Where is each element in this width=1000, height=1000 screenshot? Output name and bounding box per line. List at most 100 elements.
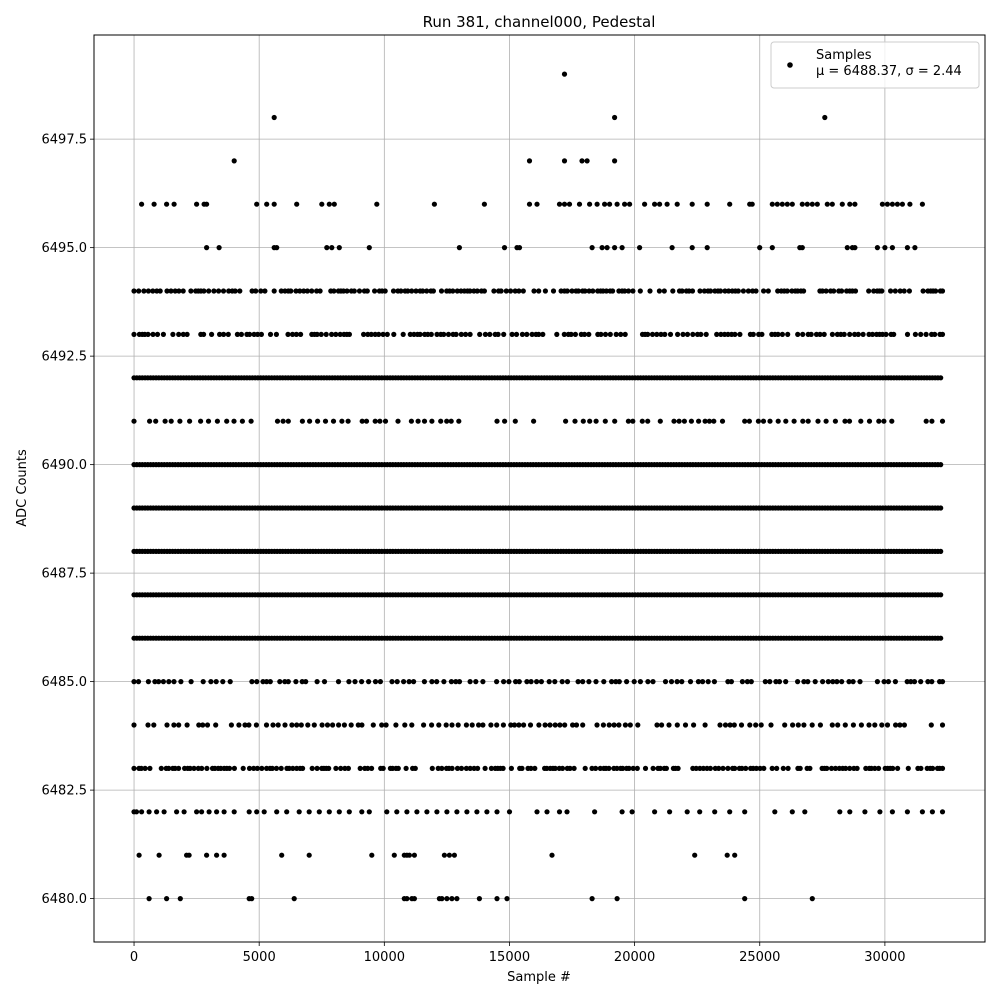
data-point	[938, 635, 944, 641]
data-point	[681, 418, 688, 424]
data-point	[166, 679, 172, 685]
data-point	[801, 679, 807, 685]
data-point	[722, 722, 729, 728]
data-point	[612, 245, 618, 251]
data-point	[939, 679, 946, 685]
data-point	[850, 679, 856, 685]
data-point	[674, 722, 680, 728]
legend: Samples μ = 6488.37, σ = 2.44	[770, 41, 980, 89]
data-point	[488, 722, 494, 728]
data-point	[389, 679, 395, 685]
data-point	[208, 679, 214, 685]
data-point	[449, 896, 455, 902]
data-point	[627, 722, 633, 728]
data-point	[789, 201, 795, 207]
data-point	[503, 288, 509, 294]
data-point	[727, 201, 733, 207]
data-point	[508, 765, 514, 772]
data-point	[504, 896, 510, 902]
data-point	[757, 245, 763, 251]
data-point	[647, 288, 653, 294]
data-point	[267, 331, 274, 337]
data-point	[939, 722, 946, 728]
data-point	[366, 679, 372, 685]
data-point	[704, 245, 710, 251]
chart-title: Run 381, channel000, Pedestal	[423, 13, 656, 31]
data-point	[319, 201, 325, 207]
data-point	[528, 679, 534, 685]
data-point	[939, 418, 946, 424]
data-point	[463, 765, 469, 772]
data-point	[253, 288, 259, 294]
data-point	[705, 679, 711, 685]
data-point	[769, 201, 775, 207]
data-point	[755, 418, 762, 424]
data-point	[401, 679, 407, 685]
data-point	[832, 765, 839, 772]
data-point	[409, 288, 415, 294]
data-point	[395, 765, 401, 772]
data-point	[657, 765, 663, 772]
data-point	[562, 722, 568, 728]
data-point	[402, 722, 408, 728]
data-point	[278, 288, 284, 294]
data-point	[901, 288, 907, 294]
data-point	[439, 896, 445, 902]
data-point	[153, 418, 159, 424]
data-point	[255, 331, 261, 337]
data-point	[269, 765, 275, 772]
data-point	[908, 679, 914, 685]
data-point	[566, 201, 573, 207]
data-point	[145, 722, 151, 728]
data-point	[891, 331, 897, 337]
data-point	[200, 722, 206, 728]
data-point	[344, 288, 350, 294]
data-point	[630, 288, 636, 294]
data-point	[131, 679, 137, 685]
data-point	[377, 679, 383, 685]
data-point	[876, 418, 882, 424]
data-point	[610, 288, 616, 294]
data-point	[261, 809, 267, 815]
data-point	[217, 331, 223, 337]
data-point	[448, 418, 454, 424]
data-point	[933, 288, 939, 294]
data-point	[284, 809, 290, 815]
data-point	[881, 418, 887, 424]
data-point	[273, 331, 279, 337]
data-point	[309, 765, 315, 772]
data-point	[614, 201, 620, 207]
data-point	[141, 288, 147, 294]
data-point	[572, 331, 579, 337]
data-point	[303, 679, 309, 685]
data-point	[642, 765, 649, 772]
data-point	[850, 722, 857, 728]
data-point	[372, 288, 378, 294]
data-point	[307, 418, 313, 424]
data-point	[602, 331, 609, 337]
data-point	[824, 765, 830, 772]
data-point	[661, 288, 667, 294]
y-axis-label: ADC Counts	[15, 449, 30, 527]
data-point	[874, 679, 881, 685]
data-point	[538, 679, 545, 685]
data-point	[131, 722, 137, 728]
data-point	[697, 288, 703, 294]
data-point	[330, 722, 336, 728]
data-point	[679, 679, 685, 685]
data-point	[377, 418, 383, 424]
data-point	[682, 722, 689, 728]
data-point	[428, 331, 434, 337]
data-point	[480, 679, 486, 685]
data-point	[424, 288, 430, 294]
data-point	[131, 288, 137, 294]
data-point	[262, 288, 268, 294]
data-point	[237, 288, 243, 294]
data-point	[846, 418, 853, 424]
data-point	[500, 765, 506, 772]
data-point	[196, 722, 202, 728]
data-point	[359, 418, 365, 424]
data-point	[570, 722, 576, 728]
data-point	[918, 331, 924, 337]
data-point	[139, 201, 145, 207]
